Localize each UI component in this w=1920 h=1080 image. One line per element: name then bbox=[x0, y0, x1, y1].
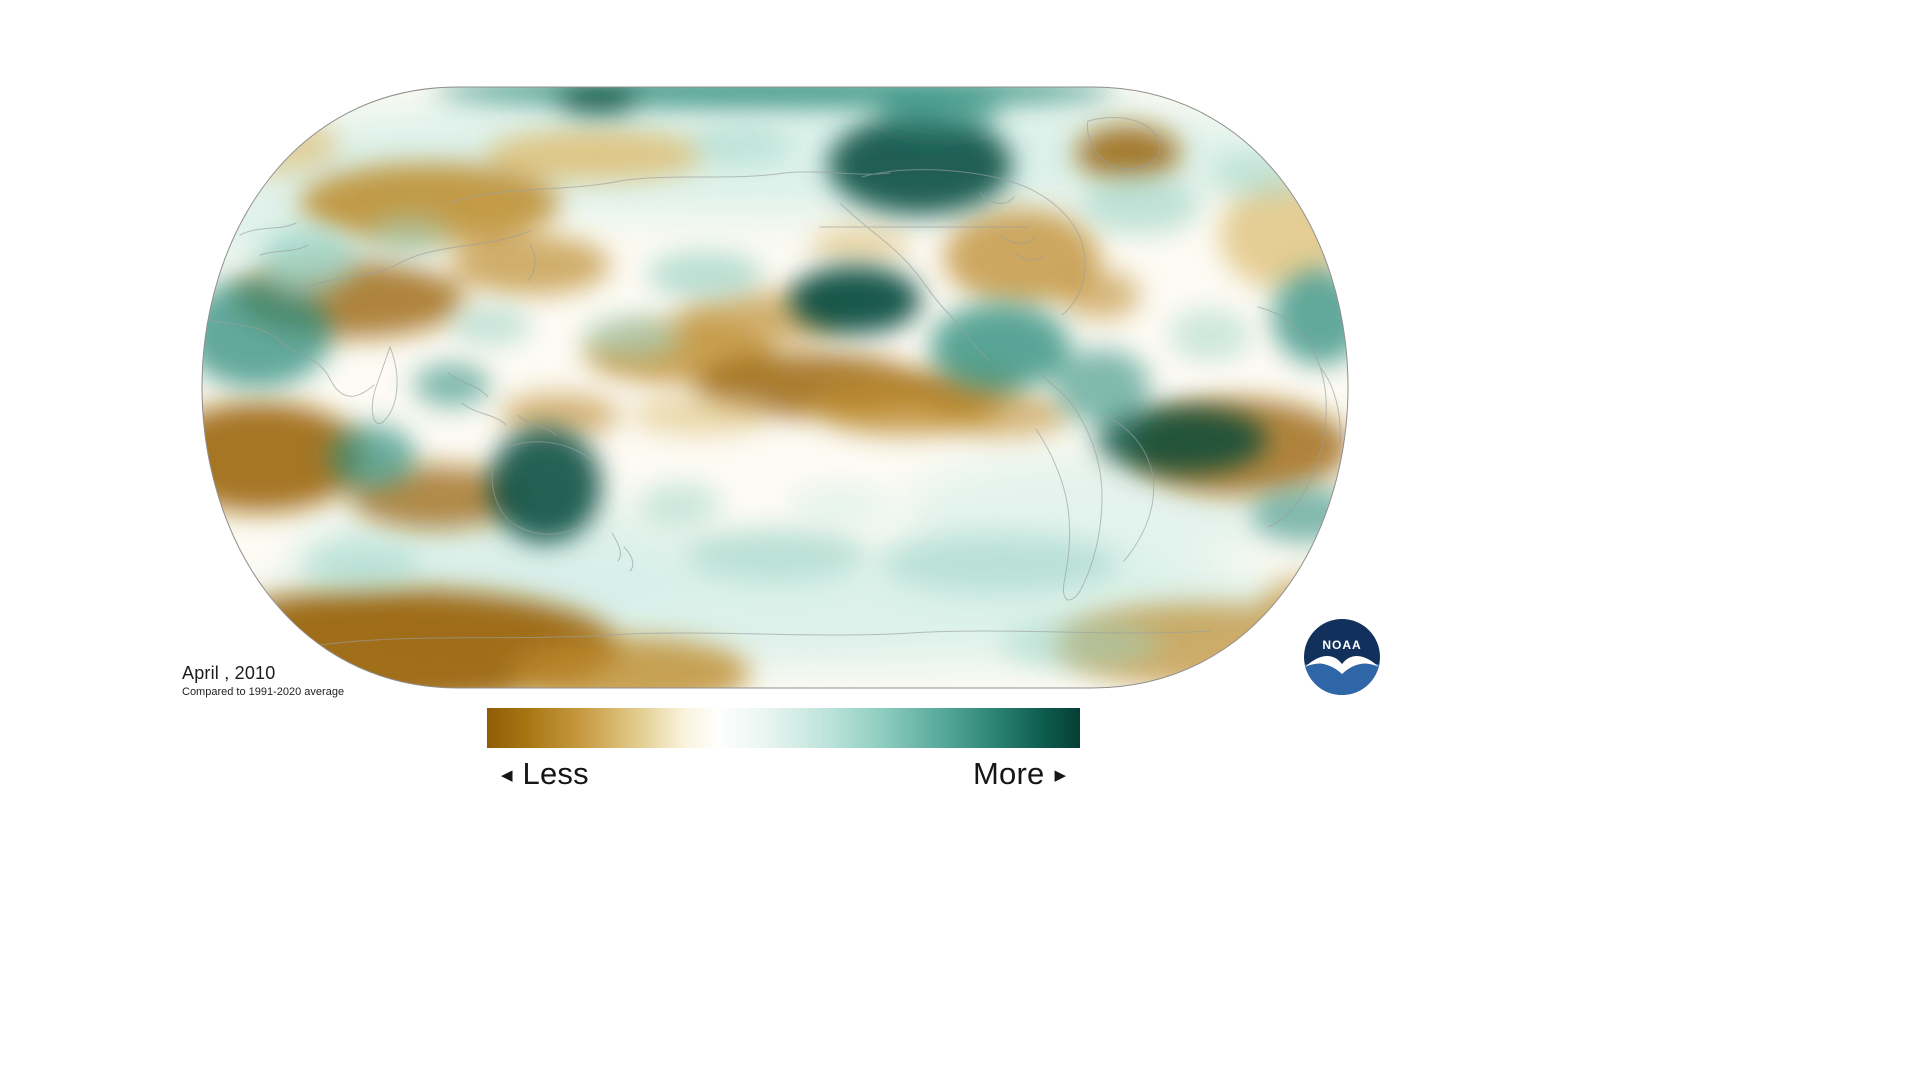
legend-less-group: ◀ Less bbox=[501, 756, 589, 792]
colorbar-gradient bbox=[487, 708, 1080, 748]
more-arrow-icon: ▶ bbox=[1054, 766, 1066, 784]
noaa-gull-icon bbox=[1305, 655, 1379, 674]
noaa-logo: NOAA bbox=[1302, 617, 1382, 697]
legend: ◀ Less More ▶ bbox=[487, 708, 1080, 792]
more-label: More bbox=[973, 756, 1045, 791]
caption-subtitle: Compared to 1991-2020 average bbox=[182, 686, 345, 698]
noaa-logo-text: NOAA bbox=[1322, 638, 1361, 652]
caption: April , 2010 Compared to 1991-2020 avera… bbox=[182, 662, 344, 699]
coastlines bbox=[202, 117, 1341, 646]
caption-date: April , 2010 bbox=[182, 663, 276, 683]
map-raster bbox=[202, 87, 1348, 688]
legend-more-group: More ▶ bbox=[973, 756, 1066, 792]
map-container bbox=[200, 85, 1350, 690]
noaa-logo-emblem: NOAA bbox=[1304, 619, 1380, 695]
world-precipitation-anomaly-map bbox=[201, 86, 1349, 689]
legend-labels: ◀ Less More ▶ bbox=[487, 756, 1080, 792]
less-arrow-icon: ◀ bbox=[501, 766, 513, 784]
globe-outline bbox=[201, 86, 1349, 689]
less-label: Less bbox=[522, 756, 589, 791]
